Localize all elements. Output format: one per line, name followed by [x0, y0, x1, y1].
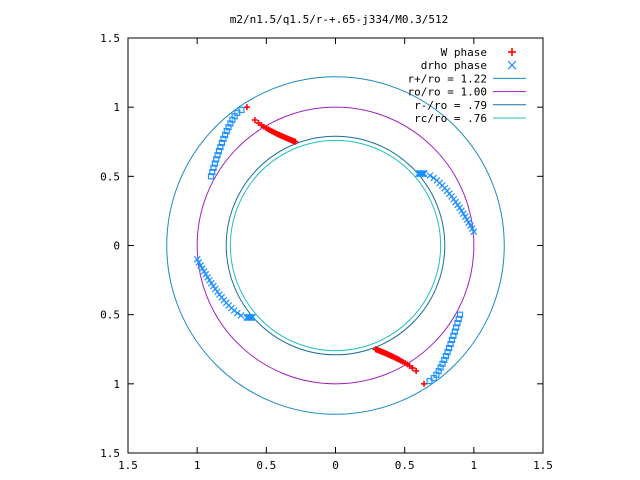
drho-phase-point [454, 320, 461, 327]
w-phase-point [292, 138, 299, 145]
chart-title: m2/n1.5/q1.5/r-+.65-j334/M0.3/512 [230, 13, 449, 26]
drho-phase-point [213, 156, 220, 163]
drho-phase-point [220, 135, 227, 143]
drho-phase-point [225, 124, 232, 131]
x-tick-label: 1.5 [118, 459, 138, 472]
w-phase-point [243, 104, 250, 111]
drho-phase-point [444, 348, 451, 356]
x-tick-label: 0.5 [256, 459, 276, 472]
legend-label: rc/ro = .76 [414, 112, 487, 125]
drho-phase-point [447, 340, 454, 348]
drho-phase-point [437, 364, 444, 371]
drho-phase-point [209, 168, 216, 176]
w-phase-point [251, 117, 258, 124]
drho-phase-point [420, 170, 428, 177]
legend-label: r+/ro = 1.22 [408, 72, 487, 85]
drho-phase-point [445, 344, 453, 352]
drho-phase-point [214, 152, 221, 159]
x-tick-label: 0 [332, 459, 339, 472]
drho-phase-point [470, 228, 478, 236]
drho-phase-point [193, 255, 201, 263]
drho-phase-point [237, 311, 245, 319]
drho-phase-point [243, 314, 251, 321]
drho-phase-point [227, 120, 234, 127]
drho-phase-point [448, 336, 456, 344]
drho-phase-point [207, 173, 215, 180]
drho-phase-point [456, 311, 464, 318]
x-tick-label: 1 [471, 459, 478, 472]
x-tick-label: 1.5 [533, 459, 553, 472]
legend-label: ro/ro = 1.00 [408, 86, 487, 99]
drho-phase-point [426, 172, 434, 180]
y-tick-label: 1 [113, 378, 120, 391]
w-phase-point [421, 380, 428, 387]
y-tick-label: 0 [113, 240, 120, 253]
drho-phase-point [211, 285, 219, 293]
drho-phase-point [441, 356, 448, 364]
legend-label: W phase [441, 46, 487, 59]
radius-circles [166, 76, 505, 415]
drho-phase-point [218, 139, 226, 147]
radius-circle [229, 139, 442, 352]
x-tick-label: 0.5 [395, 459, 415, 472]
phase-points [193, 104, 478, 387]
y-tick-label: 1 [113, 101, 120, 114]
drho-phase-point [223, 127, 230, 135]
drho-phase-point [215, 147, 223, 155]
legend-label: r-/ro = .79 [414, 99, 487, 112]
drho-phase-point [211, 160, 218, 167]
legend-marker [507, 60, 517, 70]
drho-phase-point [453, 324, 460, 331]
y-tick-label: 0.5 [100, 170, 120, 183]
x-tick-label: 1 [194, 459, 201, 472]
drho-phase-point [221, 131, 229, 139]
drho-phase-point [210, 164, 217, 171]
drho-phase-point [217, 143, 224, 151]
y-tick-label: 0.5 [100, 309, 120, 322]
drho-phase-point [451, 328, 458, 335]
radius-circle [166, 76, 505, 415]
drho-phase-point [442, 352, 450, 360]
radius-circle [196, 106, 475, 385]
w-phase-point [372, 346, 379, 353]
drho-phase-point [452, 198, 460, 206]
y-tick-label: 1.5 [100, 447, 120, 460]
drho-phase-point [439, 360, 446, 367]
legend-label: drho phase [421, 59, 487, 72]
radius-circle [225, 135, 446, 356]
drho-phase-point [450, 332, 457, 339]
drho-phase-point [455, 315, 462, 323]
y-tick-label: 1.5 [100, 32, 120, 45]
w-phase-point [413, 367, 420, 374]
